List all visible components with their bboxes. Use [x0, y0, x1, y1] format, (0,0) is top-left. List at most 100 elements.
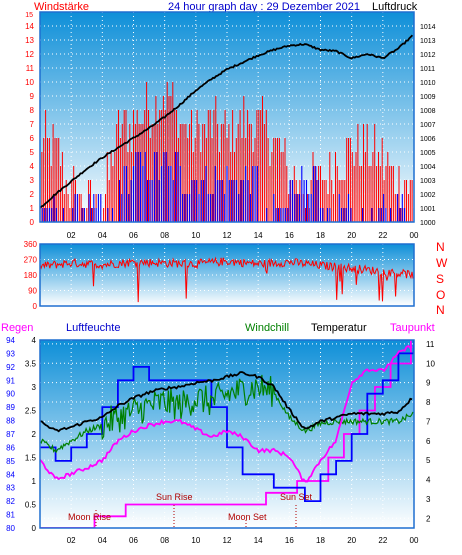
- chart-title: 24 hour graph day : 29 Dezember 2021: [168, 1, 360, 13]
- x-tick-label: 06: [129, 536, 138, 545]
- rain-tick-label: 0: [32, 524, 37, 533]
- humidity-tick-label: 84: [6, 470, 15, 479]
- legend-dewpoint: Taupunkt: [390, 322, 435, 334]
- pressure-tick-label: 1009: [420, 94, 436, 101]
- windchill-series: [40, 374, 414, 454]
- x-tick-label: 18: [316, 231, 325, 240]
- temp-tick-label: 8: [426, 398, 431, 407]
- humidity-tick-label: 94: [6, 336, 15, 345]
- pressure-tick-label: 1005: [420, 150, 436, 157]
- x-tick-label: 04: [98, 231, 107, 240]
- direction-tick-label: 180: [24, 271, 38, 280]
- x-tick-label: 06: [129, 231, 138, 240]
- humidity-tick-label: 82: [6, 497, 15, 506]
- wind-tick-label: 13: [25, 36, 34, 45]
- pressure-tick-label: 1006: [420, 136, 436, 143]
- pressure-label: Luftdruck: [372, 1, 418, 13]
- rain-tick-label: 2: [32, 430, 37, 439]
- direction-tick-label: 270: [24, 256, 38, 265]
- x-tick-label: 08: [160, 536, 169, 545]
- x-tick-label: 16: [285, 536, 294, 545]
- direction-panel-axes: 0 90 180 270 360: [24, 240, 38, 311]
- humidity-tick-label: 86: [6, 443, 15, 452]
- humidity-tick-label: 80: [6, 524, 15, 533]
- legend-windchill: Windchill: [245, 322, 289, 334]
- dewpoint-series: [40, 344, 413, 483]
- wind-tick-label: 3: [30, 176, 35, 185]
- humidity-tick-label: 89: [6, 403, 15, 412]
- wind-tick-label: 0: [30, 218, 35, 227]
- rain-tick-label: 3.5: [25, 360, 37, 369]
- humidity-tick-label: 92: [6, 363, 15, 372]
- humidity-tick-label: 90: [6, 390, 15, 399]
- direction-tick-label: 0: [33, 302, 38, 311]
- temp-tick-label: 6: [426, 437, 431, 446]
- x-tick-label: 12: [223, 231, 232, 240]
- temp-tick-label: 11: [426, 340, 435, 349]
- humidity-tick-label: 93: [6, 349, 15, 358]
- pressure-tick-label: 1013: [420, 38, 436, 45]
- sun-set-label: Sun Set: [280, 492, 313, 502]
- direction-letter-n-top: N: [436, 240, 445, 254]
- x-tick-label: 00: [410, 231, 419, 240]
- temp-panel-axes: 80818283848586878889909192939400.511.522…: [6, 336, 435, 545]
- direction-panel-background: [40, 244, 414, 306]
- humidity-tick-label: 85: [6, 457, 15, 466]
- x-tick-label: 20: [347, 231, 356, 240]
- humidity-series: [40, 340, 414, 502]
- direction-tick-label: 360: [24, 240, 38, 249]
- wind-tick-label: 8: [30, 106, 35, 115]
- direction-tick-label: 90: [28, 287, 37, 296]
- temperature-series: [40, 340, 414, 528]
- pressure-tick-label: 1002: [420, 192, 436, 199]
- direction-letter-o: O: [436, 288, 445, 302]
- direction-letter-s: S: [436, 272, 444, 286]
- legend-temperature: Temperatur: [311, 322, 367, 334]
- pressure-tick-label: 1014: [420, 24, 436, 31]
- x-tick-label: 12: [223, 536, 232, 545]
- temp-tick-label: 5: [426, 456, 431, 465]
- pressure-tick-label: 1003: [420, 178, 436, 185]
- wind-average-series: [40, 152, 414, 222]
- temp-tick-label: 7: [426, 417, 431, 426]
- humidity-tick-label: 88: [6, 417, 15, 426]
- x-tick-label: 00: [410, 536, 419, 545]
- wind-tick-label: 10: [25, 78, 34, 87]
- x-tick-label: 14: [254, 536, 263, 545]
- x-tick-label: 04: [98, 536, 107, 545]
- wind-panel-frame: [39, 11, 415, 223]
- x-tick-label: 16: [285, 231, 294, 240]
- moon-rise-label: Moon Rise: [68, 512, 111, 522]
- x-tick-label: 18: [316, 536, 325, 545]
- temp-tick-label: 10: [426, 359, 435, 368]
- temp-tick-label: 9: [426, 379, 431, 388]
- temp-tick-label: 3: [426, 495, 431, 504]
- rain-tick-label: 4: [32, 336, 37, 345]
- direction-letter-n-bottom: N: [436, 303, 445, 317]
- wind-tick-label: 4: [30, 162, 35, 171]
- direction-panel-frame: [39, 243, 415, 307]
- x-tick-label: 22: [378, 231, 387, 240]
- wind-speed-label: Windstärke: [34, 1, 89, 13]
- temp-panel-frame: [39, 339, 415, 529]
- wind-tick-label: 1: [30, 204, 35, 213]
- humidity-tick-label: 81: [6, 511, 15, 520]
- legend-humidity: Luftfeuchte: [66, 322, 120, 334]
- wind-tick-label: 11: [26, 64, 35, 73]
- wind-tick-label: 6: [30, 134, 35, 143]
- rain-tick-label: 1: [32, 477, 37, 486]
- wind-pressure-series: [40, 34, 414, 222]
- wind-tick-label: 15: [25, 12, 33, 19]
- wind-tick-label: 7: [30, 120, 35, 129]
- rain-tick-label: 0.5: [25, 501, 37, 510]
- x-tick-label: 10: [191, 231, 200, 240]
- humidity-tick-label: 87: [6, 430, 15, 439]
- rain-tick-label: 2.5: [25, 407, 37, 416]
- legend-rain: Regen: [1, 322, 33, 334]
- moon-set-label: Moon Set: [228, 512, 267, 522]
- rain-tick-label: 1.5: [25, 454, 37, 463]
- wind-direction-series: [40, 256, 414, 303]
- wind-direction-series: [40, 256, 414, 303]
- wind-panel-axes: 0123456789101112131415100010011002100310…: [25, 12, 436, 240]
- wind-tick-label: 14: [25, 22, 34, 31]
